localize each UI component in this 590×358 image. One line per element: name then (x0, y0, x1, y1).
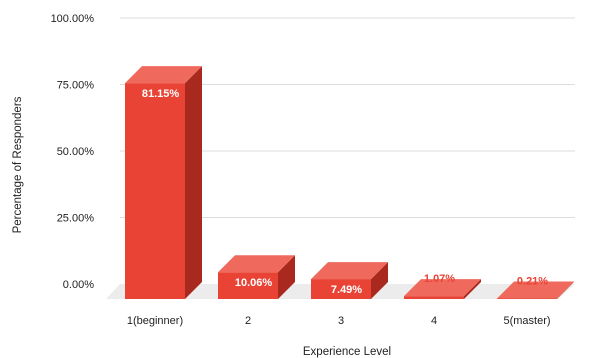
data-labels: 81.15% 10.06% 7.49% 1.07% 0.21% (142, 88, 548, 296)
bar-top (497, 281, 574, 299)
data-label: 7.49% (331, 284, 362, 296)
bar-2 (218, 255, 295, 299)
y-tick-label: 25.00% (57, 213, 95, 225)
y-axis-ticks: 0.00% 25.00% 50.00% 75.00% 100.00% (51, 13, 95, 291)
y-axis-title: Percentage of Responders (12, 96, 24, 233)
bar-front (404, 296, 464, 299)
bar-3 (311, 262, 388, 299)
x-axis-title: Experience Level (303, 346, 391, 358)
bar-top (218, 255, 295, 273)
y-tick-label: 100.00% (51, 13, 95, 25)
bar-side (464, 279, 481, 299)
y-tick-label: 75.00% (57, 80, 95, 92)
x-tick-label: 4 (431, 315, 437, 327)
x-tick-label: 5(master) (503, 315, 550, 327)
bar-5 (497, 281, 574, 299)
bar-front (497, 298, 557, 299)
bar-front (311, 279, 371, 299)
x-axis-ticks: 1(beginner) 2 3 4 5(master) (127, 315, 551, 327)
bar-top (404, 279, 481, 297)
data-label: 1.07% (424, 273, 455, 285)
y-tick-label: 50.00% (57, 146, 95, 158)
x-tick-label: 1(beginner) (127, 315, 183, 327)
x-tick-label: 2 (245, 315, 251, 327)
bar-side (278, 255, 295, 299)
bars (125, 66, 574, 300)
bar-1 (125, 66, 202, 300)
bar-top (125, 66, 202, 84)
bar-side (557, 281, 574, 299)
bar-side (371, 262, 388, 299)
bar-side (185, 66, 202, 300)
bar-4 (404, 279, 481, 299)
x-tick-label: 3 (338, 315, 344, 327)
bar-front (218, 272, 278, 299)
y-tick-label: 0.00% (63, 279, 94, 291)
bar-top (311, 262, 388, 280)
data-label: 0.21% (517, 275, 548, 287)
data-label: 81.15% (142, 88, 180, 100)
bar-front (125, 83, 185, 300)
data-label: 10.06% (235, 277, 273, 289)
